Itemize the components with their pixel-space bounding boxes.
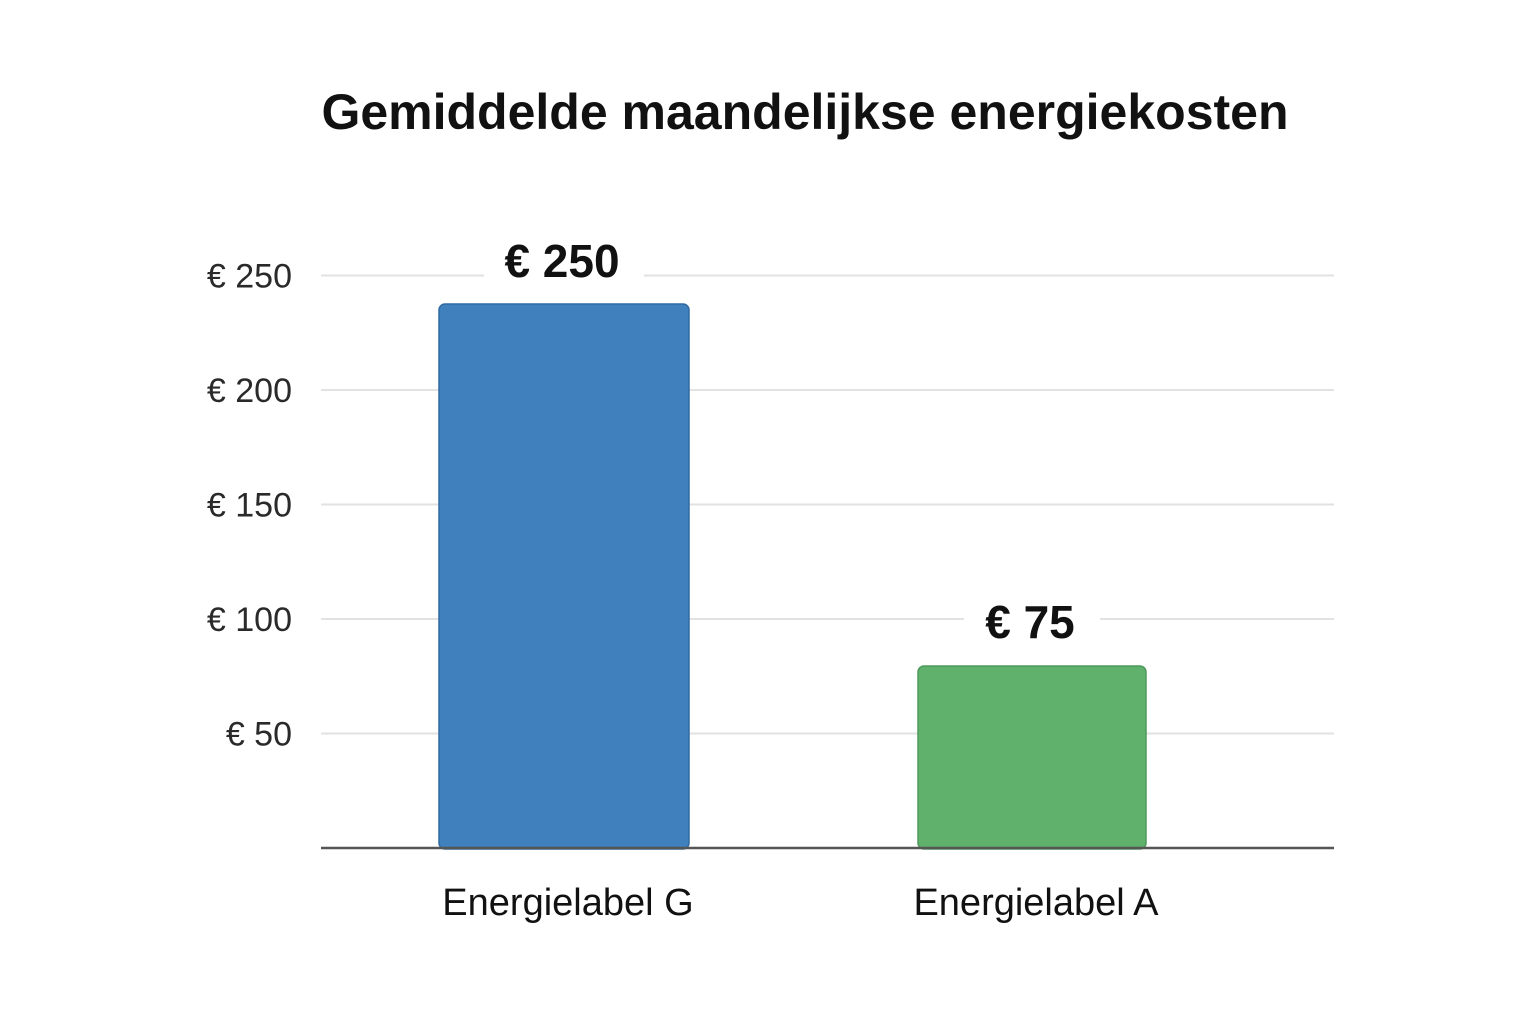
y-tick-label: € 200 — [207, 372, 292, 410]
value-label-backdrop — [484, 235, 644, 289]
y-tick-label: € 50 — [226, 716, 292, 754]
y-tick-label: € 150 — [207, 487, 292, 525]
bar-energielabel-g — [438, 303, 690, 850]
bars — [438, 303, 1147, 850]
x-category-label: Energielabel G — [442, 882, 693, 924]
value-label: € 75 — [985, 596, 1075, 648]
y-axis-tick-labels: € 50 € 100 € 150 € 200 € 250 — [207, 258, 292, 754]
y-tick-label: € 250 — [207, 258, 292, 296]
x-category-label: Energielabel A — [913, 882, 1159, 924]
value-label-backdrop — [964, 596, 1100, 650]
value-labels: € 250 € 75 — [484, 235, 1100, 650]
chart-title: Gemiddelde maandelijkse energiekosten — [321, 84, 1288, 140]
y-tick-label: € 100 — [207, 601, 292, 639]
x-axis-category-labels: Energielabel G Energielabel A — [442, 882, 1159, 924]
value-label: € 250 — [504, 235, 619, 287]
bar-energielabel-a — [917, 665, 1147, 850]
